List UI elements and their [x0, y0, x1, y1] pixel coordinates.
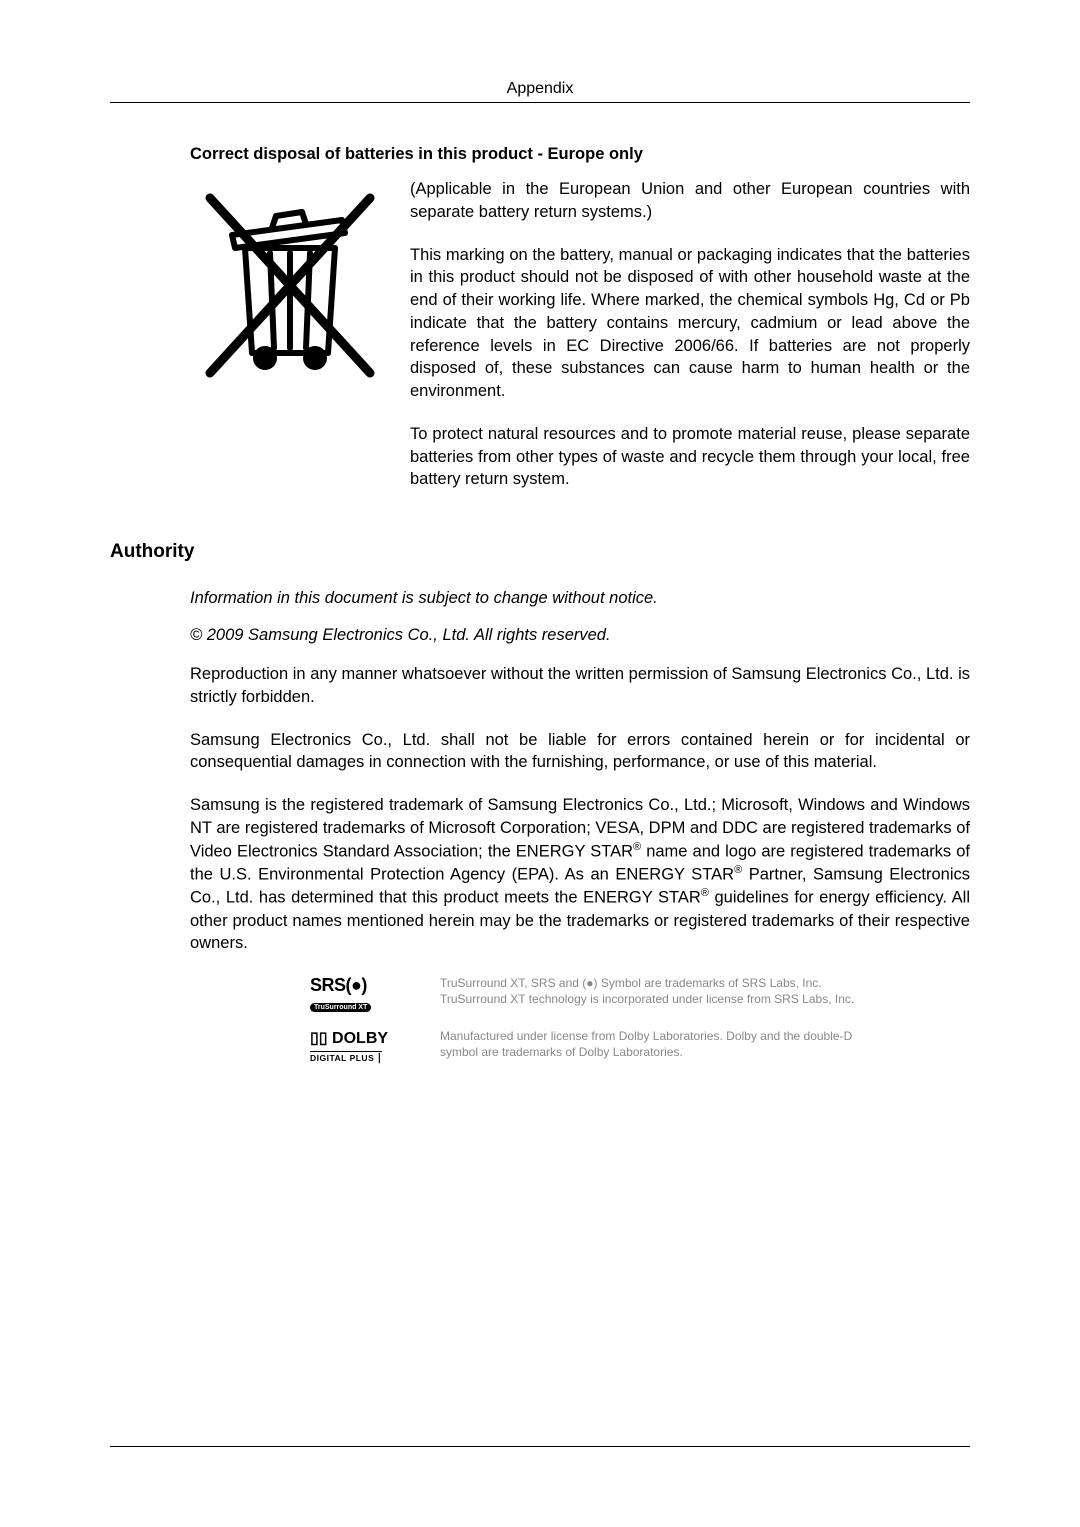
content-area: Correct disposal of batteries in this pr… — [110, 145, 970, 511]
registered-mark: ® — [633, 841, 641, 853]
registered-mark: ® — [734, 864, 742, 876]
registered-mark: ® — [701, 887, 709, 899]
srs-sub-text: TruSurround XT — [310, 1003, 371, 1012]
authority-para-1: Reproduction in any manner whatsoever wi… — [190, 663, 970, 709]
page-container: Appendix Correct disposal of batteries i… — [0, 0, 1080, 1126]
disposal-para-1: (Applicable in the European Union and ot… — [410, 178, 970, 224]
authority-notice-1: Information in this document is subject … — [190, 589, 970, 608]
dolby-description: Manufactured under license from Dolby La… — [440, 1028, 970, 1060]
disposal-row: (Applicable in the European Union and ot… — [190, 178, 970, 511]
dolby-logo: ▯▯ DOLBY DIGITAL PLUS ⎮ — [310, 1028, 420, 1066]
dolby-sub-text: DIGITAL PLUS ⎮ — [310, 1051, 382, 1064]
page-header: Appendix — [110, 80, 970, 103]
disposal-section-title: Correct disposal of batteries in this pr… — [190, 145, 970, 164]
battery-disposal-icon — [190, 178, 390, 511]
authority-para-3: Samsung is the registered trademark of S… — [190, 794, 970, 955]
authority-heading: Authority — [110, 541, 970, 563]
disposal-para-3: To protect natural resources and to prom… — [410, 423, 970, 491]
dolby-brand-text: ▯▯ DOLBY — [310, 1028, 420, 1048]
header-title: Appendix — [507, 80, 574, 97]
authority-copyright: © 2009 Samsung Electronics Co., Ltd. All… — [190, 626, 970, 645]
authority-para-2: Samsung Electronics Co., Ltd. shall not … — [190, 729, 970, 775]
footer-rule — [110, 1446, 970, 1447]
disposal-para-2: This marking on the battery, manual or p… — [410, 244, 970, 403]
dolby-logo-row: ▯▯ DOLBY DIGITAL PLUS ⎮ Manufactured und… — [310, 1028, 970, 1066]
srs-description: TruSurround XT, SRS and (●) Symbol are t… — [440, 975, 970, 1007]
disposal-text-column: (Applicable in the European Union and ot… — [410, 178, 970, 511]
srs-logo-row: SRS(●) TruSurround XT TruSurround XT, SR… — [310, 975, 970, 1014]
authority-block: Information in this document is subject … — [110, 589, 970, 1066]
srs-logo: SRS(●) TruSurround XT — [310, 975, 420, 1014]
srs-brand-text: SRS(●) — [310, 975, 420, 996]
